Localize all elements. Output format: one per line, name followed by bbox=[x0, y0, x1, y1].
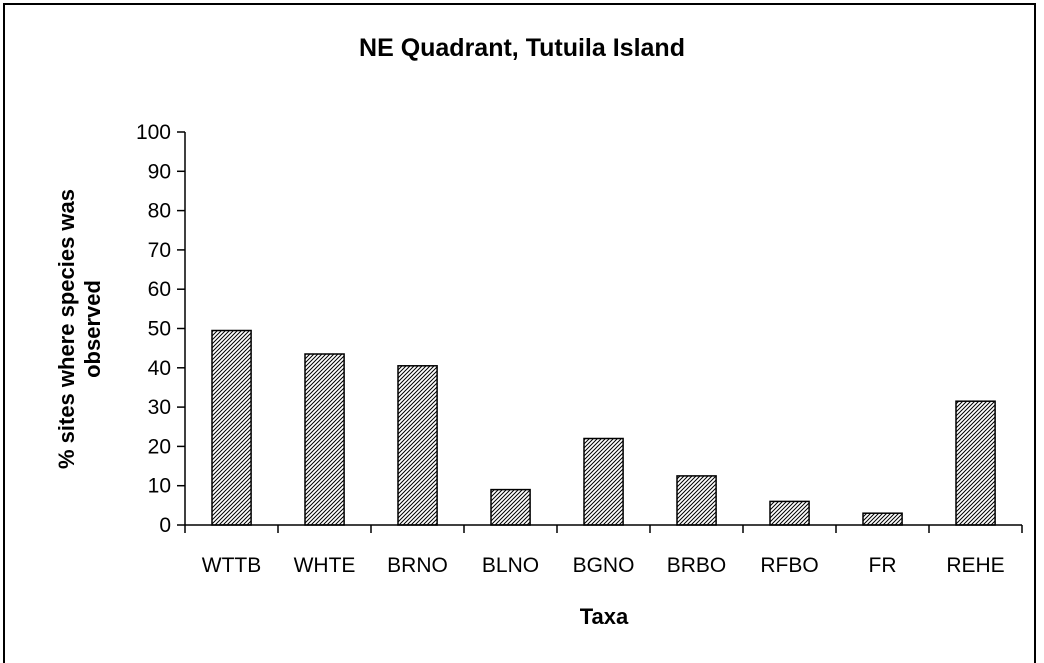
x-tick-label: BRBO bbox=[667, 554, 727, 577]
y-tick-label: 30 bbox=[148, 396, 171, 419]
x-tick-label: RFBO bbox=[760, 554, 818, 577]
x-tick-label: WHTE bbox=[294, 554, 356, 577]
bar-fr bbox=[862, 512, 903, 526]
y-axis-title-line-2: observed bbox=[80, 280, 105, 378]
bar-brbo bbox=[676, 475, 717, 526]
y-tick-label: 0 bbox=[159, 514, 171, 537]
y-tick-label: 40 bbox=[148, 357, 171, 380]
y-tick-label: 80 bbox=[148, 200, 171, 223]
x-tick-label: FR bbox=[869, 554, 897, 577]
bar-wttb bbox=[211, 329, 252, 526]
y-tick-label: 70 bbox=[148, 239, 171, 262]
chart-frame bbox=[3, 3, 1036, 663]
y-tick-label: 60 bbox=[148, 278, 171, 301]
chart-title: NE Quadrant, Tutuila Island bbox=[359, 34, 685, 62]
y-tick-label: 20 bbox=[148, 435, 171, 458]
bar-brno bbox=[397, 365, 438, 526]
x-tick-label: WTTB bbox=[202, 554, 261, 577]
bar-rehe bbox=[955, 400, 996, 526]
bar-rfbo bbox=[769, 500, 810, 526]
y-axis-title-line-1: % sites where species was bbox=[54, 189, 79, 469]
x-axis-title: Taxa bbox=[580, 604, 629, 629]
y-tick-label: 100 bbox=[136, 121, 171, 144]
y-tick-label: 10 bbox=[148, 475, 171, 498]
bar-bgno bbox=[583, 437, 624, 526]
x-tick-label: BLNO bbox=[482, 554, 539, 577]
x-tick-label: BRNO bbox=[387, 554, 448, 577]
bar-whte bbox=[304, 353, 345, 526]
bar-blno bbox=[490, 488, 531, 526]
x-tick-label: BGNO bbox=[573, 554, 635, 577]
y-tick-label: 90 bbox=[148, 160, 171, 183]
y-tick-label: 50 bbox=[148, 318, 171, 341]
x-tick-label: REHE bbox=[946, 554, 1004, 577]
